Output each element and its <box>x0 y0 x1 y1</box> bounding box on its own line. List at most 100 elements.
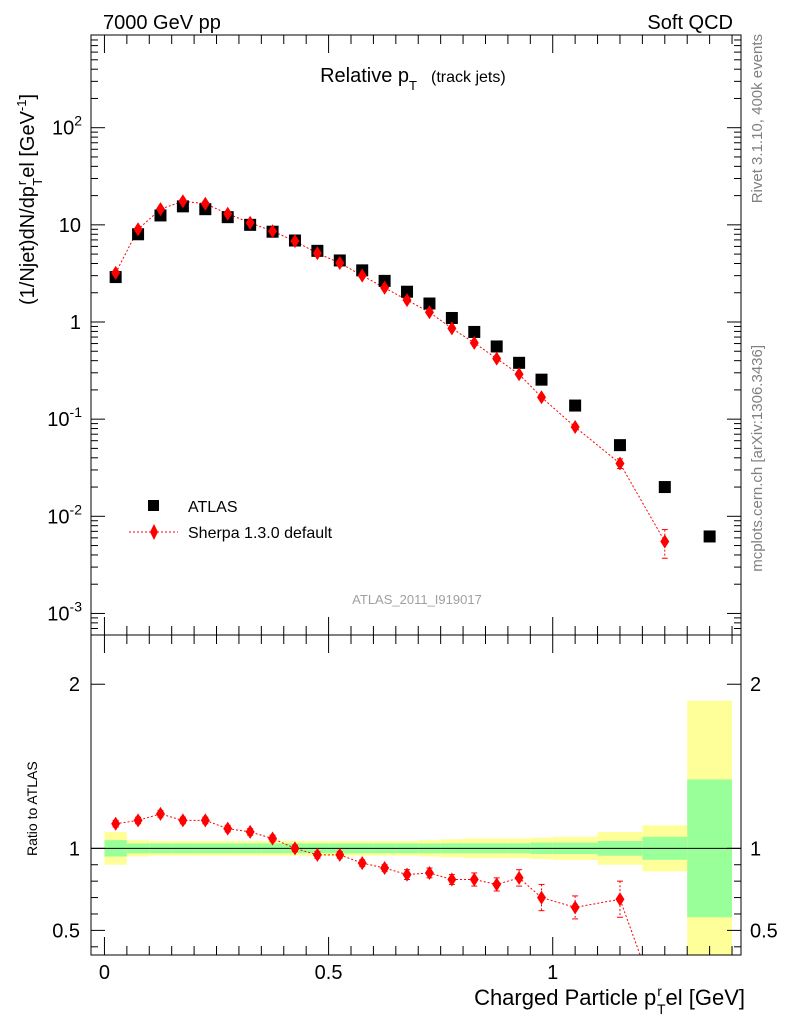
sherpa-point <box>111 265 121 280</box>
atlas-point <box>513 356 526 369</box>
ratio-sherpa-point <box>357 856 367 871</box>
ratio-sherpa-point <box>615 892 625 907</box>
x-axis-label: Charged Particle pr Tel [GeV] <box>474 983 745 1017</box>
atlas-point <box>490 340 503 353</box>
legend: ATLAS Sherpa 1.3.0 default <box>129 499 333 542</box>
y-tick-label: 1 <box>70 312 81 334</box>
ratio-sherpa-point <box>380 861 390 876</box>
ratio-sherpa-point <box>200 813 210 828</box>
sherpa-point <box>155 202 165 217</box>
x-tick-label: 0.5 <box>315 962 343 984</box>
ratio-sherpa-point <box>223 821 233 836</box>
ratio-y-tick-label-right: 0.5 <box>750 920 778 942</box>
atlas-point <box>703 530 716 543</box>
sherpa-point <box>492 351 502 366</box>
ratio-sherpa-point <box>402 867 412 882</box>
x-tick-label: 0 <box>99 962 110 984</box>
y-tick-label: 102 <box>52 113 82 140</box>
ratio-sherpa-point <box>155 806 165 821</box>
ratio-data <box>111 806 641 956</box>
ratio-panel: 0.5 0.5 1 1 2 2 0 0.5 1 Ratio to ATLAS Charged P… <box>24 634 778 1017</box>
sherpa-point <box>223 206 233 221</box>
atlas-point <box>658 481 671 494</box>
sherpa-point <box>469 335 479 350</box>
ratio-sherpa-point <box>111 816 121 831</box>
ratio-sherpa-point <box>447 872 457 887</box>
sherpa-point <box>570 420 580 435</box>
sherpa-point <box>133 222 143 237</box>
main-y-tick-labels: 10-3 10-2 10-1 1 10 102 <box>47 113 82 626</box>
mcplots-label: mcplots.cern.ch [arXiv:1306.3436] <box>749 345 766 572</box>
ratio-sherpa-point <box>570 900 580 915</box>
ratio-sherpa-point <box>537 890 547 905</box>
ratio-sherpa-point <box>469 872 479 887</box>
main-y-axis-label: (1/Njet)dN/dprTel [GeV-1] <box>14 94 45 305</box>
title-sub: T <box>409 78 417 93</box>
title-main: Relative p <box>320 65 409 87</box>
ratio-y-tick-label-right: 2 <box>750 674 761 696</box>
ratio-y-tick-label-left: 0.5 <box>52 920 80 942</box>
ratio-tick-labels: 0.5 0.5 1 1 2 2 0 0.5 1 <box>52 674 778 984</box>
atlas-point <box>613 439 626 452</box>
legend-sherpa-label: Sherpa 1.3.0 default <box>188 525 333 542</box>
ratio-sherpa-point <box>312 847 322 862</box>
atlas-point <box>423 297 436 310</box>
header-right: Soft QCD <box>647 12 733 34</box>
header-left: 7000 GeV pp <box>103 12 221 34</box>
main-x-ticks <box>103 35 733 635</box>
atlas-point <box>445 311 458 324</box>
atlas-point <box>535 373 548 386</box>
legend-atlas-label: ATLAS <box>188 499 238 516</box>
legend-atlas-marker <box>148 500 159 511</box>
x-tick-label: 1 <box>547 962 558 984</box>
y-tick-label: 10-3 <box>47 598 82 625</box>
main-frame <box>90 34 742 636</box>
ratio-y-axis-label: Ratio to ATLAS <box>24 761 40 856</box>
ratio-sherpa-line <box>115 813 641 956</box>
sherpa-point <box>268 224 278 239</box>
y-tick-label: 10 <box>59 215 81 237</box>
sherpa-point <box>357 268 367 283</box>
sherpa-point <box>424 305 434 320</box>
rivet-label: Rivet 3.1.10, 400k events <box>749 34 766 203</box>
sherpa-point <box>335 255 345 270</box>
ratio-sherpa-point <box>290 841 300 856</box>
ratio-sherpa-point <box>268 831 278 846</box>
sherpa-point <box>200 196 210 211</box>
legend-sherpa-marker <box>150 524 158 540</box>
sherpa-point <box>245 215 255 230</box>
ratio-sherpa-point <box>514 870 524 885</box>
atlas-point <box>569 399 582 412</box>
ratio-y-tick-label-left: 1 <box>69 838 80 860</box>
ratio-y-tick-label-right: 1 <box>750 838 761 860</box>
sherpa-point <box>178 194 188 209</box>
ratio-sherpa-point <box>424 865 434 880</box>
plot-title: Relative pT <box>320 65 417 93</box>
sherpa-point <box>447 321 457 336</box>
main-data <box>109 194 716 559</box>
sherpa-point <box>615 456 625 471</box>
sherpa-line <box>115 200 666 542</box>
main-panel: 10-3 10-2 10-1 1 10 102 Relative pT (track je… <box>14 34 742 636</box>
title-tail: (track jets) <box>431 69 506 86</box>
ratio-x-ticks <box>103 635 733 955</box>
main-y-ticks <box>91 34 741 636</box>
ratio-frame <box>90 634 742 956</box>
sherpa-point <box>514 367 524 382</box>
atlas-point <box>401 285 414 298</box>
sherpa-point <box>380 280 390 295</box>
sherpa-point <box>312 246 322 261</box>
y-tick-label: 10-1 <box>47 404 82 431</box>
ratio-y-tick-label-left: 2 <box>69 674 80 696</box>
ratio-y-ticks <box>91 683 741 948</box>
sherpa-point <box>537 390 547 405</box>
analysis-id: ATLAS_2011_I919017 <box>352 592 482 607</box>
ratio-bands <box>104 700 733 955</box>
ratio-sherpa-point <box>245 824 255 839</box>
ratio-sherpa-point <box>492 877 502 892</box>
atlas-point <box>468 325 481 338</box>
ratio-sherpa-point <box>335 847 345 862</box>
sherpa-point <box>290 234 300 249</box>
ratio-sherpa-point <box>133 813 143 828</box>
